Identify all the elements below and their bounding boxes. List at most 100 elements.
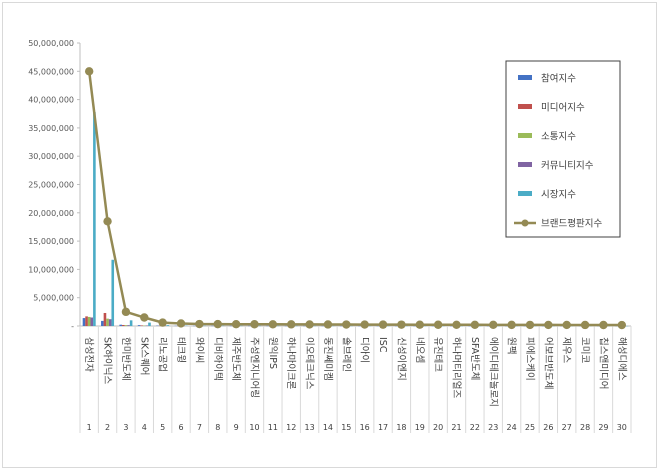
category-label: 동진쎄미켐: [322, 337, 334, 381]
category-label: 디비하이텍: [212, 337, 224, 381]
category-index: 26: [543, 423, 553, 432]
category-index: 29: [598, 423, 608, 432]
category-index: 4: [142, 423, 147, 432]
category-index: 24: [507, 423, 517, 432]
y-tick-label: 30,000,000: [28, 152, 74, 161]
line-point: [250, 320, 259, 329]
bar: [85, 316, 88, 326]
line-series: [84, 67, 627, 330]
line-point: [507, 320, 516, 330]
line-point: [323, 320, 333, 329]
category-label: 피에스케이: [524, 337, 535, 381]
line-point: [84, 67, 94, 76]
category-index: 20: [433, 423, 443, 432]
line-point: [195, 319, 204, 329]
category-label: 네오셈: [414, 337, 425, 363]
category-index: 6: [178, 423, 183, 432]
category-label: 이오테크닉스: [304, 337, 315, 390]
category-label: 칩스앤미디어: [597, 337, 608, 389]
line-point: [489, 320, 498, 330]
category-index: 23: [488, 423, 498, 432]
line-point: [103, 217, 112, 226]
category-label: 솔브레인: [340, 337, 351, 372]
x-labels: 삼성전자 1 SK하이닉스 2 한미반도체 3 SK스퀘어 4 리노공업 5 테크윙 6 와이씨 7 디비하…: [83, 337, 628, 432]
category-index: 16: [360, 423, 370, 432]
line-point: [525, 320, 535, 330]
y-tick-label: 35,000,000: [28, 124, 74, 133]
axes: - 5,000,000 10,000,000 15,000,000 20,000,000…: [28, 39, 632, 433]
legend-swatch: [518, 75, 532, 80]
bar: [137, 325, 141, 326]
legend-swatch: [518, 191, 532, 196]
legend-swatch: [518, 162, 532, 167]
line-point: [397, 320, 406, 329]
bar: [127, 325, 130, 326]
category-index: 25: [525, 423, 535, 432]
bar: [124, 325, 128, 326]
category-label: 삼성전자: [83, 337, 94, 372]
bar: [106, 318, 109, 326]
bar: [101, 320, 104, 326]
bar: [140, 325, 143, 326]
bar: [111, 259, 115, 326]
legend-label: 시장지수: [541, 190, 576, 201]
bar: [148, 322, 151, 326]
line-point: [470, 320, 480, 330]
y-tick-label: 5,000,000: [33, 294, 74, 303]
line-point: [176, 319, 186, 328]
line-point: [360, 320, 369, 329]
category-label: 테크윙: [175, 337, 186, 363]
line-point: [140, 313, 149, 322]
category-index: 7: [197, 423, 202, 432]
category-index: 8: [215, 423, 220, 432]
bar: [103, 312, 107, 326]
category-label: 해성디에스: [616, 337, 628, 381]
category-label: ISC: [377, 337, 388, 353]
line-point: [544, 320, 553, 330]
category-label: 한미반도체: [120, 337, 131, 381]
category-index: 9: [234, 423, 239, 432]
line-point: [415, 320, 424, 329]
line-point: [158, 318, 167, 327]
category-label: 주성엔지니어링: [248, 337, 260, 398]
category-label: 원팩: [506, 337, 517, 354]
category-label: 원익IPS: [267, 337, 279, 369]
line-point: [268, 320, 278, 329]
legend-label: 커뮤니티지수: [541, 161, 594, 172]
category-index: 13: [304, 423, 314, 432]
category-label: SK스퀘어: [138, 337, 149, 375]
category-index: 2: [105, 423, 110, 432]
y-tick-label: 25,000,000: [28, 181, 74, 190]
legend-label: 참여지수: [541, 73, 576, 85]
category-index: 17: [378, 423, 388, 432]
line-point: [617, 320, 627, 330]
category-index: 14: [323, 423, 333, 432]
legend-label: 브랜드평판지수: [541, 219, 602, 230]
y-tick-label: -: [71, 322, 74, 331]
y-tick-label: 40,000,000: [28, 96, 74, 105]
legend-label: 미디어지수: [541, 103, 585, 114]
category-index: 30: [617, 423, 627, 432]
bar: [119, 324, 123, 326]
category-index: 10: [249, 423, 259, 432]
bar: [108, 319, 112, 326]
category-label: 제주반도체: [230, 337, 241, 381]
category-label: 하나마이크론: [285, 337, 297, 390]
bar: [82, 318, 86, 326]
category-label: SFA반도체: [469, 337, 480, 380]
category-index: 27: [562, 423, 572, 432]
category-index: 21: [451, 423, 461, 432]
line-point: [452, 320, 461, 329]
line-point: [121, 307, 131, 317]
category-index: 11: [268, 423, 278, 432]
bar: [122, 324, 125, 326]
category-label: 유진테크: [432, 337, 443, 372]
category-label: 어보브반도체: [542, 337, 553, 389]
bar: [129, 320, 133, 326]
bar: [87, 316, 91, 326]
legend-swatch: [518, 133, 532, 138]
line-point: [287, 320, 296, 329]
line-point: [231, 319, 241, 329]
